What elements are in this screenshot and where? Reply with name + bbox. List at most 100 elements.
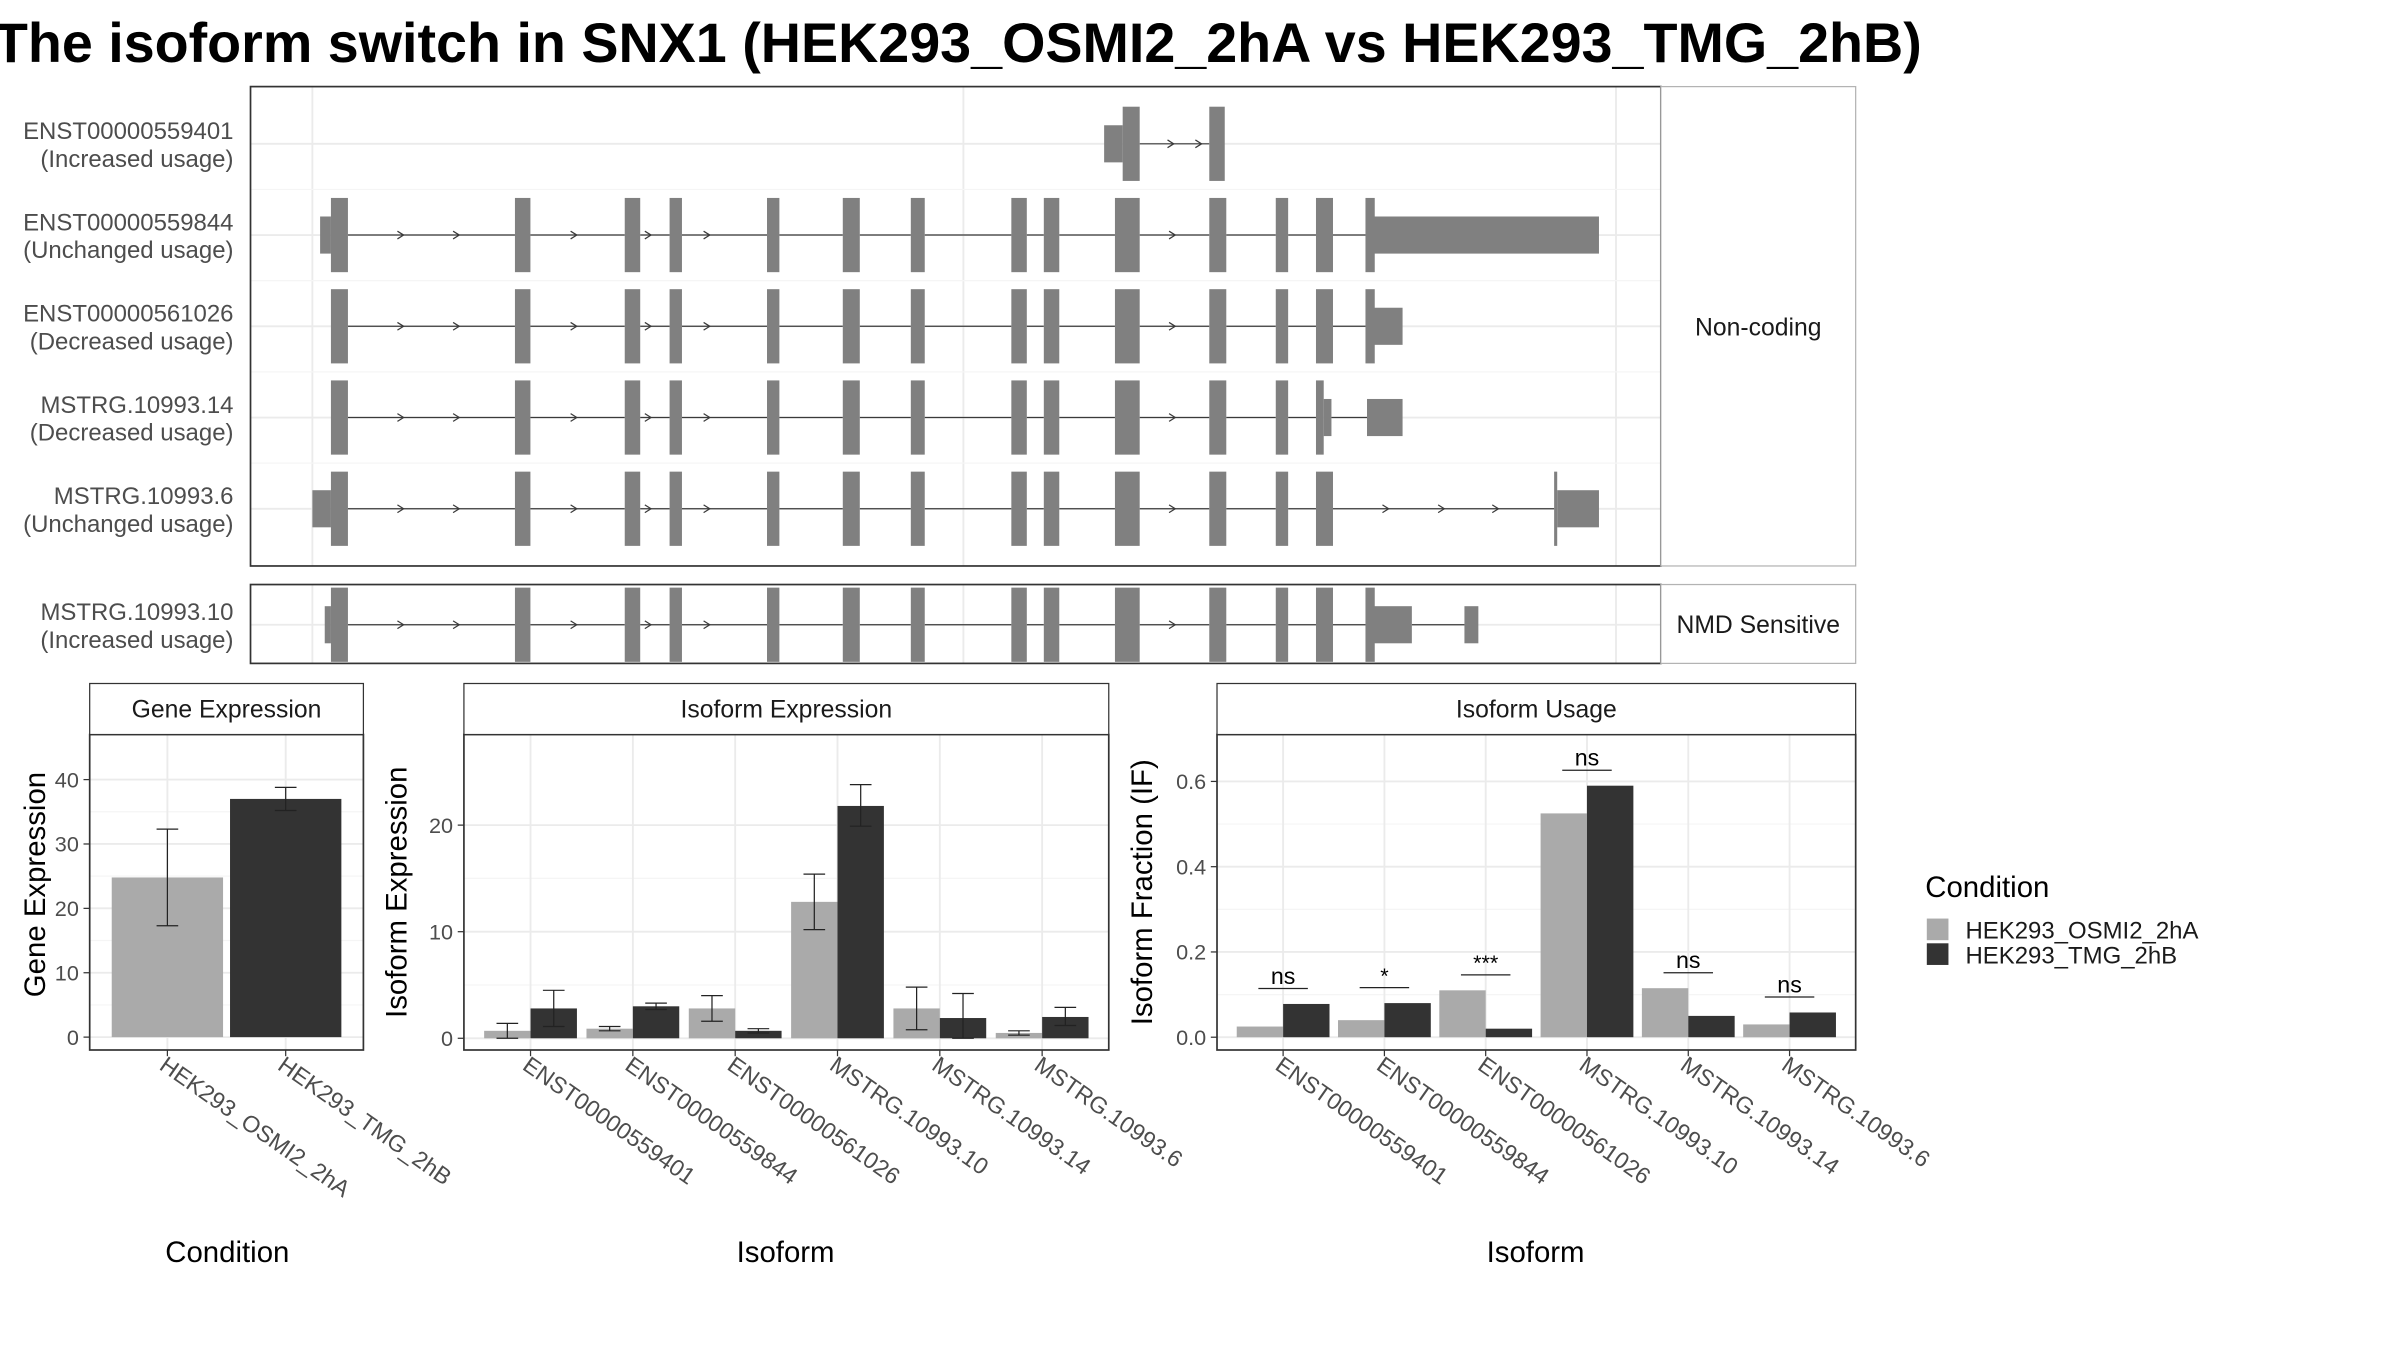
panel-title: Isoform Usage: [1456, 697, 1617, 724]
exon-block: [767, 289, 780, 364]
x-tick-label: ENST00000559844: [1372, 1051, 1554, 1189]
exon-block: [1365, 197, 1375, 273]
bar: [1338, 1020, 1385, 1038]
exon-block: [1011, 587, 1027, 662]
exon-block: [767, 380, 780, 455]
exon-block: [514, 380, 531, 455]
bar: [1236, 1026, 1284, 1038]
y-axis-title: Isoform Fraction (IF): [1126, 759, 1159, 1025]
y-tick-label: 0: [67, 1025, 79, 1050]
transcript-id-label: ENST00000559401: [23, 118, 233, 145]
strand-arrow: [570, 321, 578, 331]
exon-block: [669, 197, 682, 273]
bar: [1540, 813, 1587, 1038]
utr-block: [1367, 398, 1403, 437]
exon-block: [842, 197, 860, 273]
exon-block: [1114, 197, 1140, 273]
exon-block: [1122, 106, 1140, 181]
strand-arrow: [703, 230, 711, 240]
bar: [1688, 1015, 1735, 1038]
panel-title: Isoform Expression: [680, 697, 892, 724]
strand-arrow: [452, 230, 461, 240]
exon-block: [1275, 471, 1289, 546]
figure-title: The isoform switch in SNX1 (HEK293_OSMI2…: [0, 12, 1922, 74]
strand-arrow: [452, 504, 461, 514]
strand-arrow: [1491, 504, 1500, 514]
strand-arrow: [644, 620, 653, 630]
transcript-usage-label: (Increased usage): [40, 146, 233, 173]
bar-chart-panels: Gene Expression 0 10 20 30 40 HEK293_OSMI2_2hA…: [19, 682, 1935, 1269]
exon-block: [1365, 587, 1375, 662]
strand-arrow: [644, 413, 653, 422]
exon-block: [514, 197, 531, 273]
strand-arrow: [1167, 139, 1175, 149]
strand-arrow: [452, 413, 461, 422]
utr-block: [1373, 216, 1599, 254]
bar: [1384, 1003, 1431, 1038]
x-tick-label: ENST00000559401: [518, 1051, 700, 1189]
exon-block: [1114, 587, 1140, 662]
exon-block: [1209, 471, 1227, 546]
strand-arrow: [397, 321, 405, 331]
exon-block: [842, 380, 860, 455]
utr-block: [1557, 490, 1599, 528]
exon-block: [624, 471, 641, 546]
exon-block: [842, 471, 860, 546]
legend-swatch: [1926, 918, 1949, 941]
exon-block: [1315, 471, 1333, 546]
exon-block: [910, 471, 925, 546]
strand-arrow: [570, 413, 578, 422]
exon-block: [330, 471, 348, 546]
facet-strip: [1660, 85, 1857, 567]
utr-block: [1323, 398, 1332, 437]
y-axis-title: Gene Expression: [19, 772, 52, 997]
exon-block: [1114, 471, 1140, 546]
facet-strip-label: NMD Sensitive: [1676, 612, 1840, 639]
strand-arrow: [1168, 230, 1177, 240]
y-tick-label: 0.0: [1176, 1025, 1206, 1050]
exon-block: [1315, 380, 1324, 455]
significance-label: *: [1380, 963, 1389, 988]
y-tick-label: 10: [429, 919, 453, 944]
bar: [632, 1006, 680, 1039]
exon-block: [1043, 289, 1060, 364]
bar: [1641, 988, 1689, 1038]
x-axis-title: Isoform: [737, 1236, 835, 1269]
bar: [1789, 1012, 1836, 1038]
strand-arrow: [570, 504, 578, 514]
y-axis-title: Isoform Expression: [381, 767, 414, 1018]
panel-title-strip: [89, 682, 365, 736]
significance-label: ns: [1777, 971, 1802, 997]
facet-strip-label: Non-coding: [1695, 315, 1822, 342]
bar: [735, 1030, 782, 1039]
x-tick-label: ENST00000561026: [1474, 1051, 1656, 1189]
x-tick-label: ENST00000561026: [723, 1051, 905, 1189]
exon-block: [767, 587, 780, 662]
exon-block: [1043, 587, 1060, 662]
exon-block: [1043, 380, 1060, 455]
bar: [1586, 785, 1634, 1038]
strand-arrow: [1382, 504, 1390, 514]
strand-arrow: [1168, 413, 1177, 422]
transcript-usage-label: (Unchanged usage): [23, 237, 233, 264]
exon-block: [1315, 289, 1333, 364]
strand-arrow: [1168, 321, 1177, 331]
x-axis-title: Condition: [165, 1236, 289, 1269]
exon-block: [1043, 471, 1060, 546]
bar: [230, 798, 342, 1038]
exon-block: [330, 289, 348, 364]
exon-block: [514, 587, 531, 662]
exon-block: [624, 380, 641, 455]
transcript-id-label: MSTRG.10993.14: [40, 392, 233, 419]
strand-arrow: [1195, 139, 1203, 149]
bar: [1042, 1016, 1089, 1039]
exon-block: [514, 289, 531, 364]
y-tick-label: 0.4: [1176, 854, 1206, 879]
bar: [1439, 990, 1486, 1038]
bar: [837, 805, 884, 1039]
strand-arrow: [644, 504, 653, 514]
exon-block: [842, 587, 860, 662]
strand-arrow: [1437, 504, 1446, 514]
strand-arrow: [452, 321, 461, 331]
exon-block: [1011, 380, 1027, 455]
